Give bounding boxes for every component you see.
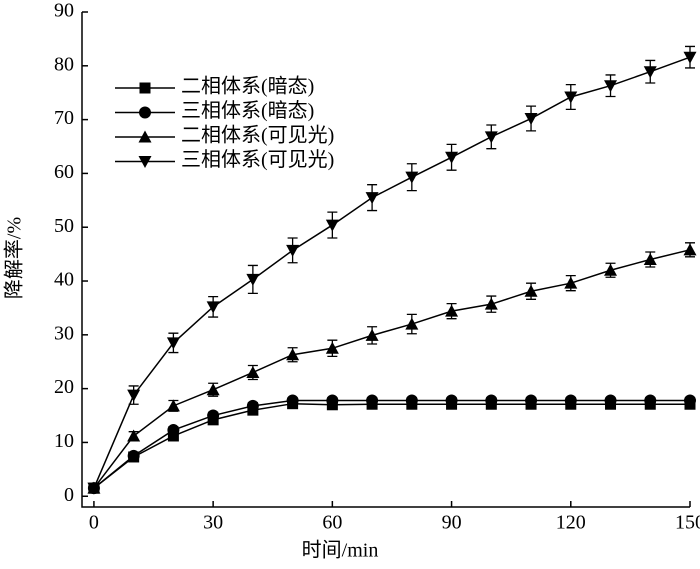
marker [683,243,697,256]
marker [564,91,578,104]
x-tick-label: 120 [556,512,586,534]
y-tick-label: 40 [54,269,74,291]
marker [246,273,260,286]
marker [286,244,300,257]
y-tick-label: 30 [54,322,74,344]
y-tick-label: 90 [54,0,74,22]
marker [166,399,180,412]
marker [286,348,300,361]
marker [127,449,140,462]
marker [207,409,220,422]
series-line [93,402,690,489]
marker [246,365,260,378]
marker [643,66,657,79]
marker [87,482,101,495]
marker [405,394,418,407]
y-tick-label: 60 [54,161,74,183]
x-tick-label: 30 [203,512,223,534]
series-line [93,399,690,489]
marker [604,80,618,93]
y-tick-label: 10 [54,430,74,452]
axes [81,12,690,508]
marker [325,219,339,232]
series-line [93,249,691,489]
legend-marker [138,156,152,168]
marker [365,328,379,341]
legend-marker [139,106,151,119]
legend-label: 三相体系(暗态) [181,99,314,122]
marker [326,394,339,407]
legend-marker [138,130,152,143]
marker [206,383,220,396]
marker [246,399,259,412]
marker [166,337,180,350]
y-tick-label: 0 [64,484,74,506]
x-axis-label: 时间/min [302,539,379,562]
series-line [93,56,691,489]
marker [564,394,577,407]
marker [683,51,697,64]
legend-label: 三相体系(可见光) [181,148,334,171]
x-tick-label: 0 [89,512,99,534]
marker [445,304,459,317]
marker [445,151,459,164]
legend-label: 二相体系(暗态) [181,75,314,98]
marker [564,276,578,289]
marker [643,253,657,265]
y-tick-label: 20 [54,376,74,398]
marker [325,341,339,354]
marker [286,394,299,407]
y-tick-label: 50 [54,215,74,237]
legend-label: 二相体系(可见光) [181,124,334,147]
marker [445,394,458,407]
marker [484,297,498,310]
marker [206,301,220,314]
y-tick-label: 70 [54,107,74,129]
marker [604,263,618,276]
x-tick-label: 90 [442,512,462,534]
marker [127,429,141,442]
marker [405,317,419,330]
x-tick-label: 60 [322,512,342,534]
marker [484,131,498,144]
marker [405,171,419,184]
marker [485,394,498,407]
y-tick-label: 80 [54,53,74,75]
marker [604,394,617,407]
marker [127,389,141,402]
x-tick-label: 150 [675,512,700,534]
marker [644,394,657,407]
marker [524,113,538,126]
marker [684,394,696,407]
marker [365,192,379,205]
marker [167,424,180,437]
legend-marker [139,82,151,94]
marker [366,394,379,407]
marker [525,394,538,407]
marker [524,284,538,297]
y-axis-label: 降解率/% [3,217,26,299]
